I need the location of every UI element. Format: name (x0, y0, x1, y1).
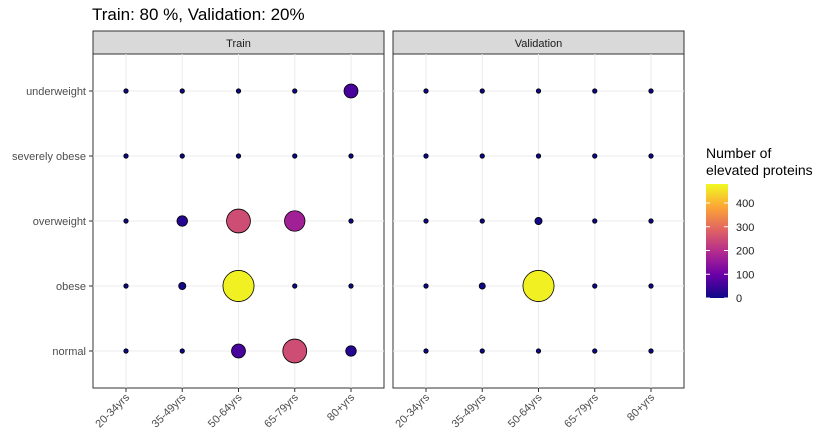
legend-tick-label: 200 (736, 246, 754, 258)
data-point (478, 282, 486, 290)
data-point (176, 215, 188, 227)
x-axis-validation: 20-34yrs 35-49yrs 50-64yrs 65-79yrs 80+yrs (393, 388, 657, 430)
data-point (292, 153, 298, 159)
x-tick-label: 80+yrs (625, 391, 657, 423)
data-point (292, 283, 298, 289)
data-point (479, 88, 485, 94)
data-point (123, 153, 129, 159)
x-tick-label: 20-34yrs (93, 391, 132, 430)
data-point (535, 153, 542, 159)
data-point (345, 345, 357, 357)
data-point (235, 153, 242, 159)
y-tick-label: severely obese (12, 151, 86, 163)
legend-title-line-1: Number of (706, 145, 771, 161)
y-tick-label: overweight (33, 216, 86, 228)
data-point (648, 283, 654, 289)
legend-tick-label: 0 (736, 293, 742, 305)
x-tick-label: 65-79yrs (262, 391, 301, 430)
facet-label-validation: Validation (515, 38, 563, 50)
x-tick-label: 50-64yrs (206, 391, 245, 430)
facet-label-train: Train (226, 38, 251, 50)
data-point (479, 153, 485, 159)
data-point (179, 153, 185, 159)
y-tick-label: normal (52, 346, 86, 358)
data-point (522, 270, 555, 302)
data-point (423, 218, 429, 224)
legend-tick-label: 100 (736, 269, 754, 281)
legend-tick-label: 400 (736, 198, 754, 210)
data-point (222, 270, 255, 302)
facet-validation: Validation 20-34yrs 35-49yrs 50-64yrs 65-79… (392, 30, 685, 430)
data-point (592, 218, 598, 224)
data-point (292, 88, 298, 94)
data-point (123, 218, 129, 224)
data-point (535, 88, 542, 94)
data-point (534, 217, 543, 225)
points-train (123, 83, 359, 364)
data-point (592, 348, 598, 354)
legend-ticks: 0 100 200 300 400 (706, 198, 754, 305)
data-point (423, 283, 429, 289)
x-tick-label: 65-79yrs (562, 391, 601, 430)
data-point (231, 343, 246, 359)
legend-colorbar (706, 184, 728, 298)
data-point (179, 88, 185, 94)
color-legend: Number of elevated proteins 0 100 200 300 40… (706, 145, 813, 305)
data-point (648, 153, 654, 159)
data-point (648, 218, 654, 224)
points-validation (423, 88, 654, 354)
legend-tick-label: 300 (736, 222, 754, 234)
data-point (423, 88, 429, 94)
data-point (348, 283, 354, 289)
chart-title: Train: 80 %, Validation: 20% (92, 5, 305, 24)
x-tick-label: 80+yrs (325, 391, 357, 423)
x-tick-label: 35-49yrs (150, 391, 189, 430)
facet-train: Train 20-34yrs 35-49yrs 50-64yrs 65-79yrs 80… (92, 30, 385, 430)
data-point (123, 88, 129, 94)
data-point (592, 283, 598, 289)
data-point (592, 88, 598, 94)
x-tick-label: 35-49yrs (450, 391, 489, 430)
data-point (282, 338, 308, 364)
legend-title-line-2: elevated proteins (706, 162, 813, 178)
data-point (123, 283, 129, 289)
data-point (535, 348, 542, 354)
data-point (479, 218, 485, 224)
data-point (648, 348, 654, 354)
data-point (423, 348, 429, 354)
x-tick-label: 20-34yrs (393, 391, 432, 430)
data-point (348, 218, 354, 224)
data-point (123, 348, 129, 354)
x-axis-train: 20-34yrs 35-49yrs 50-64yrs 65-79yrs 80+yrs (93, 388, 357, 430)
data-point (479, 348, 485, 354)
data-point (284, 210, 306, 232)
data-point (648, 88, 654, 94)
data-point (179, 348, 185, 354)
y-axis: normal obese overweight severely obese under… (12, 86, 93, 358)
y-tick-label: underweight (26, 86, 86, 98)
data-point (348, 153, 354, 159)
data-point (226, 208, 251, 234)
data-point (178, 282, 187, 290)
data-point (592, 153, 598, 159)
x-tick-label: 50-64yrs (506, 391, 545, 430)
data-point (235, 88, 242, 94)
y-tick-label: obese (56, 281, 86, 293)
data-point (343, 83, 359, 99)
data-point (423, 153, 429, 159)
